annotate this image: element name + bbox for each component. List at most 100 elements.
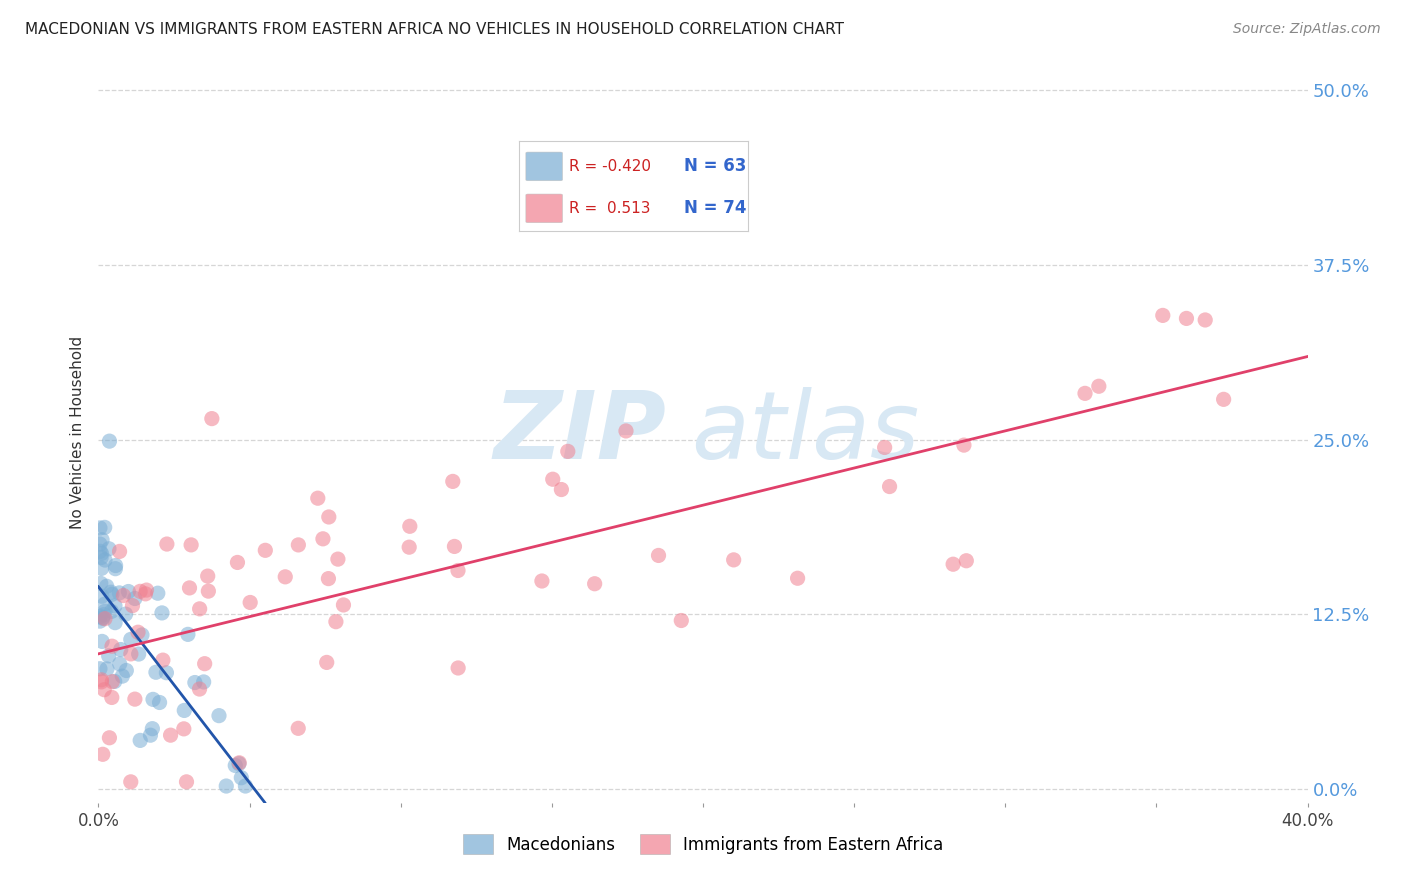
Point bbox=[104, 599, 127, 613]
Point bbox=[441, 475, 464, 489]
Point bbox=[89, 537, 111, 551]
Point bbox=[111, 669, 134, 683]
Text: Source: ZipAtlas.com: Source: ZipAtlas.com bbox=[1233, 22, 1381, 37]
Point bbox=[173, 722, 195, 736]
Point bbox=[150, 606, 173, 620]
Point bbox=[90, 550, 112, 565]
Point bbox=[201, 411, 224, 425]
Point bbox=[89, 662, 111, 676]
Point bbox=[557, 444, 579, 458]
Point bbox=[98, 731, 121, 745]
Point bbox=[89, 521, 111, 535]
Point bbox=[90, 674, 112, 689]
Point bbox=[541, 472, 564, 486]
Point bbox=[312, 532, 335, 546]
Y-axis label: No Vehicles in Household: No Vehicles in Household bbox=[70, 336, 86, 529]
Point bbox=[110, 642, 132, 657]
Point bbox=[197, 569, 219, 583]
Point bbox=[208, 708, 231, 723]
Point bbox=[97, 541, 120, 556]
Point bbox=[93, 597, 115, 611]
Point bbox=[91, 634, 114, 648]
Point bbox=[180, 538, 202, 552]
Point bbox=[193, 674, 215, 689]
Point bbox=[128, 647, 150, 661]
Point bbox=[127, 625, 149, 640]
Point bbox=[115, 664, 138, 678]
Point bbox=[287, 538, 309, 552]
Point bbox=[97, 648, 120, 663]
Point bbox=[94, 553, 117, 567]
Point bbox=[671, 614, 693, 628]
Point bbox=[184, 675, 207, 690]
Point bbox=[443, 540, 465, 554]
Point bbox=[188, 602, 211, 616]
Point bbox=[101, 674, 124, 689]
Point bbox=[108, 657, 131, 671]
Point bbox=[104, 558, 127, 573]
Point bbox=[647, 549, 669, 563]
Point bbox=[101, 690, 124, 705]
Point bbox=[141, 722, 163, 736]
Point bbox=[155, 665, 177, 680]
Point bbox=[315, 656, 337, 670]
Point bbox=[98, 434, 121, 449]
Point bbox=[134, 587, 156, 601]
Point bbox=[228, 756, 250, 771]
Point bbox=[398, 519, 420, 533]
Point bbox=[188, 681, 211, 696]
Point bbox=[239, 595, 262, 609]
Text: R =  0.513: R = 0.513 bbox=[569, 201, 651, 216]
Point bbox=[156, 537, 179, 551]
Point bbox=[91, 747, 114, 762]
Point bbox=[179, 581, 201, 595]
Text: MACEDONIAN VS IMMIGRANTS FROM EASTERN AFRICA NO VEHICLES IN HOUSEHOLD CORRELATIO: MACEDONIAN VS IMMIGRANTS FROM EASTERN AF… bbox=[25, 22, 845, 37]
Point bbox=[1194, 313, 1216, 327]
Point bbox=[104, 674, 127, 689]
Point bbox=[1088, 379, 1111, 393]
Point bbox=[124, 692, 146, 706]
Point bbox=[226, 556, 249, 570]
Point bbox=[104, 615, 127, 630]
Point bbox=[1212, 392, 1234, 407]
Point bbox=[307, 491, 329, 506]
Point bbox=[120, 632, 142, 647]
Point bbox=[100, 604, 122, 618]
Point bbox=[94, 604, 117, 618]
Point bbox=[1074, 386, 1097, 401]
Point bbox=[91, 611, 114, 625]
Point bbox=[90, 561, 112, 575]
Point bbox=[152, 653, 174, 667]
Point bbox=[90, 673, 112, 687]
Text: R = -0.420: R = -0.420 bbox=[569, 159, 651, 174]
Point bbox=[159, 728, 181, 742]
Point bbox=[786, 571, 808, 585]
Point bbox=[91, 533, 114, 547]
Point bbox=[447, 661, 470, 675]
Point bbox=[101, 639, 124, 653]
Point bbox=[318, 572, 340, 586]
Point bbox=[89, 544, 111, 558]
Point bbox=[146, 586, 169, 600]
Point bbox=[129, 733, 152, 747]
Point bbox=[447, 564, 470, 578]
Point bbox=[224, 758, 246, 772]
Point bbox=[398, 540, 420, 554]
Point bbox=[145, 665, 167, 680]
Point bbox=[112, 589, 135, 603]
Point bbox=[117, 584, 139, 599]
Point bbox=[90, 546, 112, 560]
Point bbox=[93, 682, 115, 697]
Text: atlas: atlas bbox=[690, 387, 920, 478]
Point bbox=[90, 589, 112, 603]
Point bbox=[550, 483, 572, 497]
Point bbox=[1152, 309, 1174, 323]
Point bbox=[530, 574, 553, 588]
Point bbox=[955, 554, 977, 568]
Point bbox=[93, 607, 115, 622]
Point bbox=[139, 728, 162, 742]
Point bbox=[108, 544, 131, 558]
Point bbox=[583, 576, 606, 591]
Point bbox=[148, 696, 170, 710]
Point bbox=[96, 579, 118, 593]
